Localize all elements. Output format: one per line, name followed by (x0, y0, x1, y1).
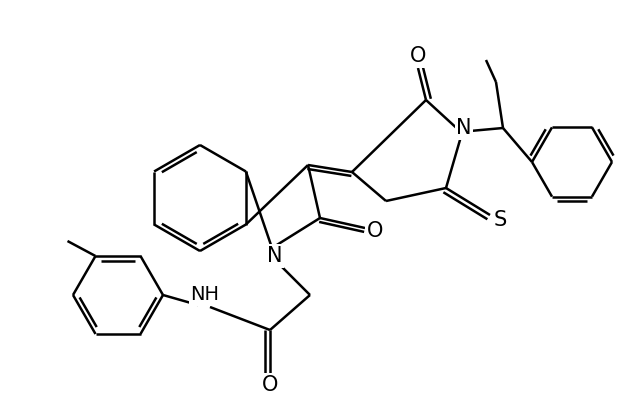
Text: O: O (262, 375, 278, 395)
Text: NH: NH (191, 286, 220, 305)
Text: N: N (268, 246, 283, 266)
Text: N: N (456, 118, 472, 138)
Text: O: O (367, 221, 383, 241)
Text: O: O (410, 46, 426, 66)
Text: S: S (493, 210, 507, 230)
